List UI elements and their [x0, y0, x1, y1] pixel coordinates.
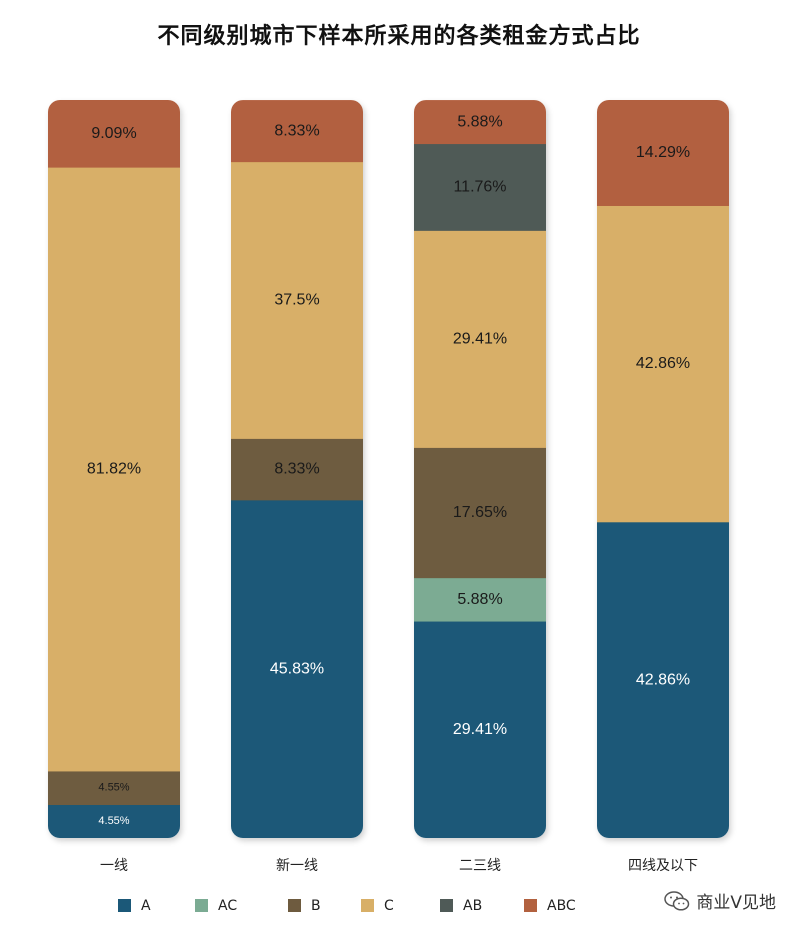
- bar-segment-a-0: [48, 804, 180, 838]
- bar-segment-c-0: [48, 167, 180, 772]
- legend-label: ABC: [547, 898, 576, 914]
- legend-label: B: [311, 898, 321, 914]
- bar-segment-c-2: [414, 230, 546, 448]
- data-label: 37.5%: [274, 291, 319, 308]
- legend-item-abc: ABC: [524, 898, 576, 914]
- data-label: 8.33%: [274, 122, 319, 139]
- category-label: 新一线: [276, 858, 318, 874]
- legend: A AC B C AB ABC: [118, 898, 576, 914]
- category-label: 二三线: [459, 858, 501, 874]
- bar-segment-a-2: [414, 620, 546, 838]
- bar-stack-0: [48, 100, 180, 838]
- legend-swatch: [361, 899, 374, 912]
- legend-swatch: [288, 899, 301, 912]
- bar-stack-3: [597, 100, 729, 838]
- category-label: 四线及以下: [628, 858, 698, 874]
- bar-segment-b-1: [231, 438, 363, 501]
- legend-item-ab: AB: [440, 898, 482, 914]
- legend-swatch: [195, 899, 208, 912]
- legend-swatch: [524, 899, 537, 912]
- legend-item-ac: AC: [195, 898, 237, 914]
- bar-stack-1: [231, 100, 363, 838]
- data-label: 8.33%: [274, 461, 319, 478]
- data-label: 45.83%: [270, 660, 324, 677]
- data-label: 5.88%: [457, 591, 502, 608]
- bar-segment-abc-2: [414, 100, 546, 145]
- data-label: 42.86%: [636, 671, 690, 688]
- bars-layer: [48, 100, 729, 838]
- data-label: 29.41%: [453, 721, 507, 738]
- bar-segment-ab-2: [414, 143, 546, 231]
- category-label: 一线: [100, 858, 128, 874]
- category-labels: 4.55% 4.55% 81.82% 9.09% 一线 45.83% 8.33% 37.5% 8…: [87, 113, 698, 874]
- bar-segment-abc-3: [597, 100, 729, 206]
- bar-segment-ac-2: [414, 577, 546, 622]
- data-label: 81.82%: [87, 460, 141, 477]
- legend-label: AC: [218, 898, 237, 914]
- bar-segment-a-1: [231, 499, 363, 838]
- legend-item-a: A: [118, 898, 151, 914]
- data-label: 4.55%: [98, 782, 129, 794]
- bar-segment-c-3: [597, 205, 729, 523]
- data-label: 17.65%: [453, 504, 507, 521]
- legend-label: AB: [463, 898, 482, 914]
- bar-segment-b-0: [48, 770, 180, 806]
- data-label: 42.86%: [636, 355, 690, 372]
- legend-swatch: [440, 899, 453, 912]
- legend-swatch: [118, 899, 131, 912]
- watermark: 商业V见地: [664, 888, 776, 913]
- bar-segment-abc-1: [231, 100, 363, 163]
- watermark-text: 商业V见地: [696, 893, 776, 913]
- legend-label: A: [141, 898, 151, 914]
- bar-segment-abc-0: [48, 100, 180, 168]
- legend-item-b: B: [288, 898, 321, 914]
- data-label: 5.88%: [457, 113, 502, 130]
- legend-label: C: [384, 898, 394, 914]
- wechat-icon: [664, 890, 690, 911]
- chart-title: 不同级别城市下样本所采用的各类租金方式占比: [157, 24, 641, 49]
- data-label: 14.29%: [636, 144, 690, 161]
- bar-segment-b-2: [414, 447, 546, 579]
- data-label: 9.09%: [91, 125, 136, 142]
- data-label: 11.76%: [453, 178, 506, 195]
- bar-segment-c-1: [231, 161, 363, 439]
- bar-segment-a-3: [597, 521, 729, 838]
- legend-item-c: C: [361, 898, 394, 914]
- data-label: 4.55%: [98, 815, 129, 827]
- data-label: 29.41%: [453, 330, 507, 347]
- bar-stack-2: [414, 100, 546, 838]
